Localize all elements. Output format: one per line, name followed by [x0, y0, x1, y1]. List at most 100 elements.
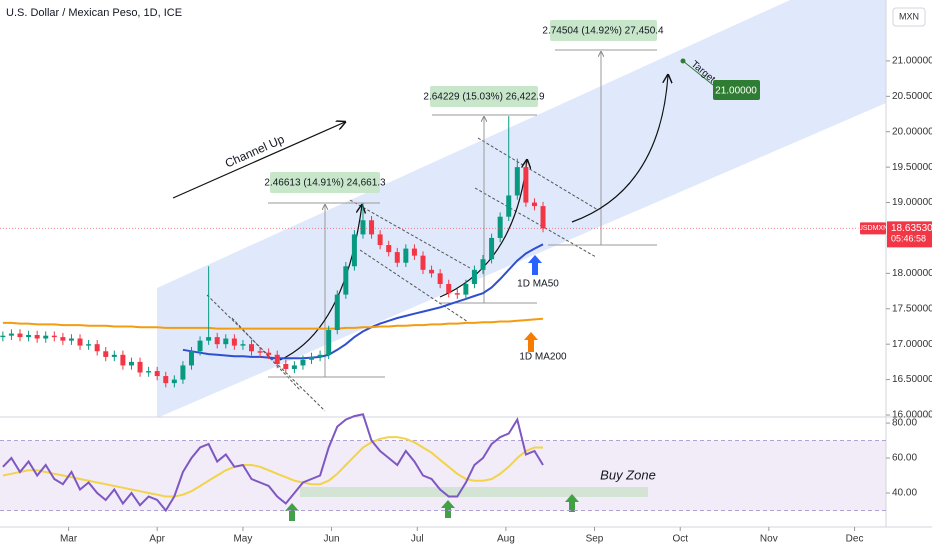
- y-tick-label: 17.00000: [892, 339, 932, 350]
- candle-body: [497, 216, 503, 238]
- candle-body: [317, 354, 323, 357]
- y-tick-label: 16.50000: [892, 374, 932, 385]
- candle-body: [266, 352, 272, 355]
- rsi-line: [2, 436, 543, 498]
- candle-body: [68, 338, 74, 341]
- moving-average: [182, 243, 544, 360]
- candle-body: [111, 354, 117, 357]
- measure-lines: [268, 49, 657, 378]
- target-line: [682, 60, 714, 86]
- measure-label: 2.46613 (14.91%) 24,661.3: [264, 178, 386, 189]
- y-tick-label: 17.50000: [892, 303, 932, 314]
- y-tick-label: 21.00000: [892, 56, 932, 67]
- y-tick-label: 60.00: [892, 453, 917, 464]
- measure-label: 2.64229 (15.03%) 26,422.9: [423, 92, 545, 103]
- candle-body: [540, 206, 546, 229]
- candle-body: [163, 376, 169, 384]
- y-tick-label: 16.00000: [892, 410, 932, 421]
- candle-body: [514, 167, 520, 196]
- candle-body: [188, 351, 194, 366]
- candle-body: [471, 269, 477, 284]
- rsi-band: [0, 440, 886, 511]
- price-label: 18.63530: [891, 223, 932, 234]
- candle-body: [180, 365, 186, 380]
- candle-body: [146, 371, 152, 373]
- candle-body: [480, 259, 486, 270]
- candle-body: [249, 344, 255, 352]
- x-tick-label: Aug: [497, 534, 515, 545]
- ma-label: 1D MA200: [519, 352, 567, 363]
- candle-body: [154, 371, 160, 377]
- candle-body: [369, 220, 375, 235]
- ma-label: 1D MA50: [517, 279, 559, 290]
- candle-body: [531, 202, 537, 207]
- y-tick-label: 18.00000: [892, 268, 932, 279]
- candle-body: [334, 294, 340, 331]
- candle-body: [429, 269, 435, 274]
- buy-arrows: [285, 494, 579, 521]
- candle-body: [523, 167, 529, 203]
- candle-body: [326, 330, 332, 355]
- symbol-label: USDMXN: [858, 225, 888, 232]
- countdown-label: 05:46:58: [891, 234, 926, 244]
- candle-body: [386, 245, 392, 253]
- rsi-line: [2, 413, 544, 513]
- currency: MXN: [899, 11, 919, 21]
- candle-body: [463, 283, 469, 295]
- moving-average: [2, 317, 544, 330]
- candle-body: [77, 338, 83, 346]
- candle-body: [300, 359, 306, 366]
- ma200-arrow: [524, 332, 538, 352]
- candle-body: [0, 335, 6, 338]
- buy-zone: [300, 487, 648, 497]
- x-tick-label: Apr: [149, 534, 165, 545]
- candle-body: [94, 344, 100, 352]
- candle-body: [8, 333, 14, 336]
- candle-body: [291, 365, 297, 369]
- candle-body: [403, 248, 409, 263]
- candle-body: [51, 335, 57, 338]
- x-tick-label: May: [233, 534, 252, 545]
- candle-body: [489, 237, 495, 260]
- candle-body: [103, 351, 109, 357]
- arrows: [172, 75, 668, 361]
- candle-body: [128, 361, 134, 366]
- candle-body: [274, 354, 280, 365]
- annotation: Channel Up: [223, 132, 287, 171]
- symbol-box: [860, 222, 886, 235]
- y-tick-label: 20.00000: [892, 126, 932, 137]
- x-tick-label: Nov: [760, 534, 778, 545]
- x-tick-label: Mar: [60, 534, 78, 545]
- candle-body: [283, 364, 289, 369]
- target-box: [713, 80, 760, 100]
- candle-body: [309, 356, 315, 360]
- x-tick-label: Jul: [411, 534, 424, 545]
- chart-title: U.S. Dollar / Mexican Peso, 1D, ICE: [6, 7, 182, 19]
- x-tick-label: Dec: [846, 534, 864, 545]
- currency-box: [892, 7, 926, 27]
- y-tick-label: 40.00: [892, 488, 917, 499]
- candle-body: [17, 333, 23, 338]
- candle-body: [454, 293, 460, 295]
- candle-body: [34, 334, 40, 339]
- x-tick-label: Sep: [586, 534, 604, 545]
- x-tick-label: Jun: [323, 534, 339, 545]
- candle-body: [137, 361, 143, 373]
- candle-body: [43, 335, 49, 339]
- candle-body: [197, 340, 203, 352]
- candle-body: [257, 351, 263, 353]
- candle-body: [343, 266, 349, 295]
- candle-body: [394, 252, 400, 263]
- x-tick-label: Oct: [672, 534, 688, 545]
- candle-body: [411, 248, 417, 256]
- candle-body: [377, 234, 383, 246]
- candle-body: [86, 344, 92, 346]
- measure-label: 2.74504 (14.92%) 27,450.4: [542, 26, 664, 37]
- candle-body: [60, 337, 66, 341]
- y-tick-label: 19.50000: [892, 162, 932, 173]
- y-tick-label: 80.00: [892, 418, 917, 429]
- candle-body: [214, 337, 220, 345]
- candle-body: [120, 354, 126, 366]
- candle-body: [351, 234, 357, 267]
